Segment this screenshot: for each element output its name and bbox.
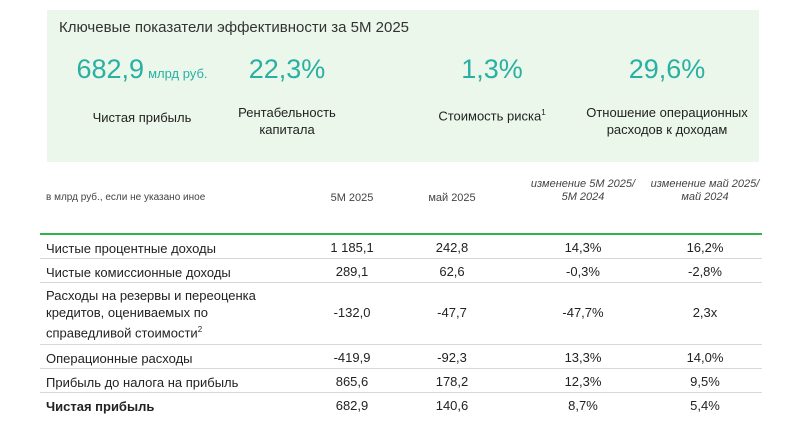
- table-row: Чистые процентные доходы 1 185,1 242,8 1…: [40, 235, 762, 259]
- cell: 13,3%: [564, 350, 602, 365]
- cell: -132,0: [333, 305, 371, 320]
- units-note: в млрд руб., если не указано иное: [46, 192, 206, 203]
- column-header: изменение май 2025/ май 2024: [650, 178, 760, 203]
- cell: 1 185,1: [330, 240, 374, 255]
- cell: 178,2: [435, 374, 469, 389]
- row-label: Чистые процентные доходы: [46, 241, 216, 256]
- cell: 242,8: [435, 240, 469, 255]
- cell: -92,3: [437, 350, 467, 365]
- kpi-label: Стоимость риска1: [438, 108, 546, 124]
- kpi-cost-of-risk: 1,3% Стоимость риска1: [402, 54, 582, 124]
- kpi-label: Отношение операционных расходов к дохода…: [586, 105, 748, 137]
- table-row: Операционные расходы -419,9 -92,3 13,3% …: [40, 345, 762, 369]
- footnote-mark: 2: [197, 325, 203, 334]
- table-row: Чистые комиссионные доходы 289,1 62,6 -0…: [40, 259, 762, 283]
- cell: 8,7%: [568, 398, 598, 413]
- column-header: 5M 2025: [330, 192, 374, 204]
- kpi-label: Рентабельность капитала: [238, 105, 336, 137]
- cell: -419,9: [333, 350, 371, 365]
- row-label: Чистая прибыль: [46, 399, 155, 414]
- cell: -0,3%: [566, 264, 600, 279]
- table-row: Прибыль до налога на прибыль 865,6 178,2…: [40, 369, 762, 393]
- cell: 14,3%: [564, 240, 602, 255]
- cell: 682,9: [335, 398, 369, 413]
- kpi-net-profit: 682,9 млрд руб. Чистая прибыль: [47, 54, 237, 126]
- kpi-unit: млрд руб.: [148, 66, 208, 81]
- cell: 12,3%: [564, 374, 602, 389]
- column-header: изменение 5M 2025/ 5M 2024: [530, 178, 636, 203]
- cell: -47,7%: [562, 305, 604, 320]
- cell: 289,1: [335, 264, 369, 279]
- cell: 140,6: [435, 398, 469, 413]
- cell: 865,6: [335, 374, 369, 389]
- cell: -2,8%: [688, 264, 722, 279]
- cell: 16,2%: [686, 240, 724, 255]
- cell: -47,7: [437, 305, 467, 320]
- kpi-value: 29,6%: [628, 54, 706, 84]
- cell: 14,0%: [686, 350, 724, 365]
- kpi-cost-income: 29,6% Отношение операционных расходов к …: [577, 54, 757, 138]
- row-label: Прибыль до налога на прибыль: [46, 375, 239, 390]
- row-label: Расходы на резервы и переоценка кредитов…: [46, 288, 256, 341]
- kpi-panel-title: Ключевые показатели эффективности за 5М …: [59, 19, 410, 36]
- cell: 2,3x: [692, 305, 718, 320]
- cell: 5,4%: [690, 398, 720, 413]
- row-label: Операционные расходы: [46, 351, 193, 366]
- kpi-value: 22,3%: [248, 54, 326, 84]
- kpi-roe: 22,3% Рентабельность капитала: [197, 54, 377, 138]
- cell: 62,6: [439, 264, 465, 279]
- column-header: май 2025: [428, 192, 476, 204]
- financial-table: в млрд руб., если не указано иное 5M 202…: [40, 170, 762, 417]
- table-row-total: Чистая прибыль 682,9 140,6 8,7% 5,4%: [40, 393, 762, 417]
- cell: 9,5%: [690, 374, 720, 389]
- row-label: Чистые комиссионные доходы: [46, 265, 231, 280]
- table-row: Расходы на резервы и переоценка кредитов…: [40, 283, 762, 345]
- table-header: в млрд руб., если не указано иное 5M 202…: [40, 170, 762, 235]
- kpi-panel: Ключевые показатели эффективности за 5М …: [47, 10, 759, 162]
- kpi-value: 682,9 млрд руб.: [76, 54, 208, 84]
- kpi-value: 1,3%: [461, 54, 523, 84]
- kpi-label: Чистая прибыль: [92, 110, 192, 125]
- footnote-mark: 1: [541, 108, 546, 117]
